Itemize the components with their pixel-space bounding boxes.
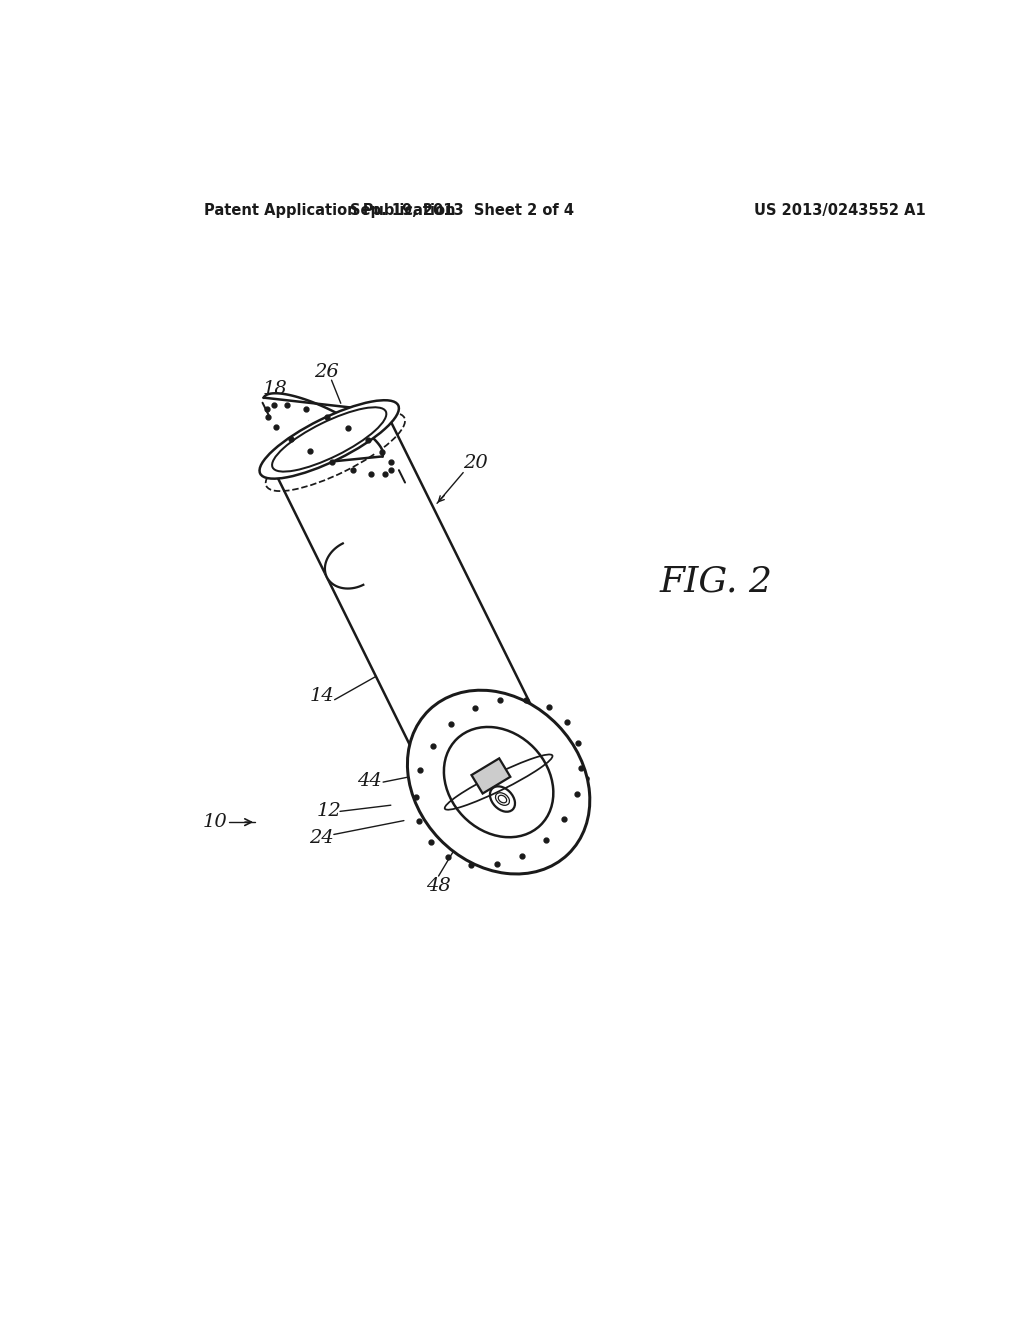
Ellipse shape (272, 408, 386, 471)
Polygon shape (272, 412, 555, 810)
Text: 10: 10 (203, 813, 227, 832)
Text: 34: 34 (540, 796, 565, 814)
Ellipse shape (259, 400, 399, 479)
Text: Sep. 19, 2013  Sheet 2 of 4: Sep. 19, 2013 Sheet 2 of 4 (349, 203, 573, 218)
Text: 20: 20 (463, 454, 487, 471)
Ellipse shape (444, 727, 553, 837)
Text: 38: 38 (566, 776, 591, 795)
Text: US 2013/0243552 A1: US 2013/0243552 A1 (755, 203, 926, 218)
Polygon shape (325, 544, 364, 589)
Text: 26: 26 (314, 363, 339, 381)
Text: Patent Application Publication: Patent Application Publication (204, 203, 456, 218)
Text: 16: 16 (501, 704, 525, 722)
Ellipse shape (272, 408, 386, 471)
Text: 12: 12 (316, 803, 342, 820)
Ellipse shape (408, 690, 590, 874)
Text: 18: 18 (263, 380, 288, 399)
Polygon shape (471, 759, 510, 793)
Text: FIG. 2: FIG. 2 (659, 565, 772, 599)
Text: 14: 14 (309, 686, 334, 705)
Polygon shape (263, 393, 383, 457)
Text: 44: 44 (357, 772, 382, 789)
Text: 24: 24 (309, 829, 334, 846)
Text: 48: 48 (426, 876, 451, 895)
